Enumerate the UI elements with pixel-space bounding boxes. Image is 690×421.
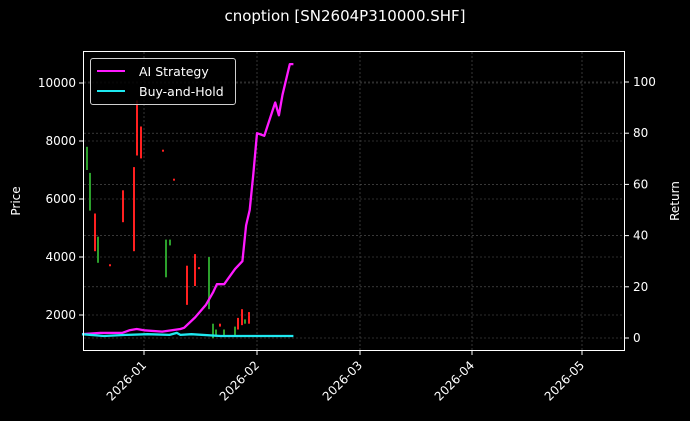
legend: AI Strategy Buy-and-Hold xyxy=(90,58,236,105)
grid-lines xyxy=(84,52,624,350)
candlesticks xyxy=(86,100,250,339)
y-axis-left-ticks: 2000 4000 6000 8000 10000 xyxy=(38,76,83,322)
svg-text:2000: 2000 xyxy=(45,308,76,322)
ai-strategy-swatch-icon xyxy=(97,69,125,73)
svg-text:2026-01: 2026-01 xyxy=(104,358,149,403)
legend-item-ai-strategy: AI Strategy xyxy=(91,62,209,80)
plot-area-border xyxy=(83,51,625,351)
svg-text:60: 60 xyxy=(633,177,648,191)
svg-text:20: 20 xyxy=(633,280,648,294)
svg-text:100: 100 xyxy=(633,75,656,89)
svg-text:40: 40 xyxy=(633,229,648,243)
svg-text:10000: 10000 xyxy=(38,76,76,90)
svg-text:80: 80 xyxy=(633,126,648,140)
buy-and-hold-swatch-icon xyxy=(97,89,125,93)
svg-text:0: 0 xyxy=(633,331,641,345)
series-lines xyxy=(81,62,294,338)
svg-text:4000: 4000 xyxy=(45,250,76,264)
svg-text:6000: 6000 xyxy=(45,192,76,206)
x-axis-ticks: 2026-01 2026-02 2026-03 2026-04 2026-05 xyxy=(104,351,587,404)
svg-text:8000: 8000 xyxy=(45,134,76,148)
svg-text:2026-04: 2026-04 xyxy=(432,358,477,403)
legend-label: AI Strategy xyxy=(139,63,209,79)
svg-text:2026-03: 2026-03 xyxy=(320,358,365,403)
legend-item-buy-and-hold: Buy-and-Hold xyxy=(91,82,224,100)
chart-title: cnoption [SN2604P310000.SHF] xyxy=(224,7,466,25)
svg-text:2026-02: 2026-02 xyxy=(217,358,262,403)
legend-label: Buy-and-Hold xyxy=(139,83,224,99)
svg-text:2026-05: 2026-05 xyxy=(542,358,587,403)
y-axis-right-ticks: 0 20 40 60 80 100 xyxy=(625,75,656,345)
